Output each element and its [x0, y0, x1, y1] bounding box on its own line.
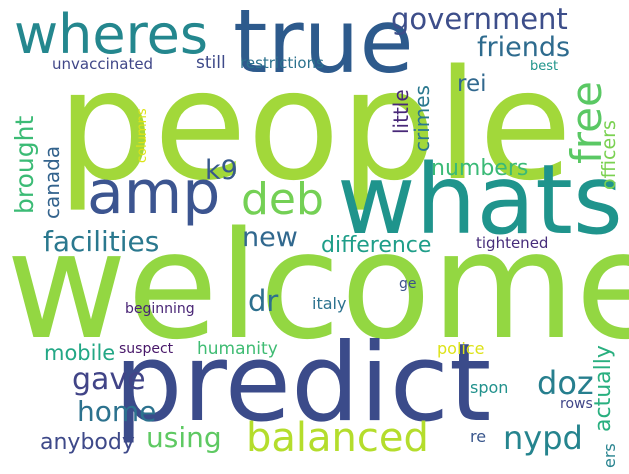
word-canada: canada — [40, 145, 64, 219]
word-difference: difference — [321, 233, 432, 258]
word-tightened: tightened — [476, 234, 549, 252]
word-wheres: wheres — [14, 3, 208, 66]
word-suspect: suspect — [119, 341, 174, 357]
word-government: government — [391, 2, 568, 36]
word-mobile: mobile — [44, 341, 116, 365]
word-restrictions: restrictions — [240, 54, 324, 72]
word-rei: rei — [457, 71, 487, 97]
word-k9: k9 — [205, 155, 238, 186]
word-amp: amp — [87, 158, 221, 228]
word-new: new — [242, 222, 298, 253]
word-officers: officers — [598, 120, 620, 190]
word-nypd: nypd — [503, 419, 583, 457]
word-using: using — [146, 421, 222, 454]
word-dr: dr — [248, 284, 279, 318]
word-re: re — [470, 427, 487, 446]
word-numbers: numbers — [431, 156, 529, 181]
word-little: little — [389, 89, 413, 134]
word-ge: ge — [399, 276, 417, 292]
word-spon: spon — [470, 378, 509, 397]
word-deb: deb — [241, 174, 324, 225]
word-balanced: balanced — [246, 415, 429, 461]
word-whats: whats — [337, 144, 623, 256]
word-brought: brought — [10, 115, 39, 214]
word-home: home — [77, 395, 157, 428]
word-predict: predict — [114, 321, 492, 446]
word-police: police — [437, 339, 485, 358]
word-humanity: humanity — [197, 339, 278, 359]
word-friends: friends — [477, 32, 571, 63]
word-unvaccinated: unvaccinated — [52, 55, 154, 73]
word-beginning: beginning — [125, 301, 195, 317]
word-ers: ers — [600, 443, 619, 468]
word-gave: gave — [72, 362, 146, 397]
word-welcome: welcome — [6, 200, 629, 372]
word-rows: rows — [560, 396, 593, 412]
word-doz: doz — [537, 364, 594, 402]
word-facilities: facilities — [43, 225, 160, 258]
word-columns: columns — [135, 108, 150, 163]
word-people: people — [57, 37, 573, 214]
word-still: still — [196, 53, 226, 73]
word-crimes: crimes — [410, 85, 434, 152]
word-anybody: anybody — [40, 430, 135, 455]
word-true: true — [233, 0, 414, 93]
word-actually: actually — [591, 345, 616, 432]
word-italy: italy — [312, 294, 347, 313]
word-best: best — [530, 59, 559, 74]
